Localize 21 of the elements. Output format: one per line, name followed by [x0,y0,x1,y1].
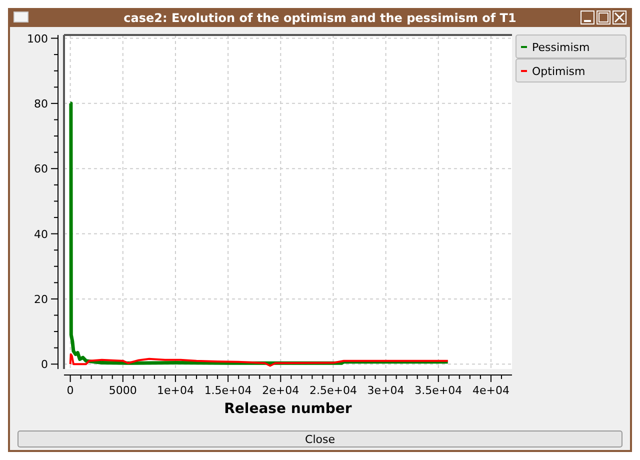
x-tick-label: 0 [66,384,74,397]
legend-label: Pessimism [532,41,590,54]
x-tick-label: 4e+04 [472,384,510,397]
text: Close [305,433,336,446]
chart-title: case2: Evolution of the optimism and the pessimism of T1 [124,11,516,25]
x-tick-label: 1.5e+04 [204,384,252,397]
x-tick-label: 2e+04 [262,384,300,397]
x-tick-label: 3.5e+04 [414,384,462,397]
line-series [69,353,449,367]
y-tick-label: 100 [27,32,48,46]
y-tick-label: 60 [34,162,48,176]
y-tick-label: 20 [34,292,48,306]
x-tick-label: 1e+04 [156,384,194,397]
x-tick-label: 3e+04 [367,384,404,397]
x-tick-label: 5000 [108,384,137,397]
x-axis-title: Release number [224,401,352,417]
y-tick-label: 40 [34,228,48,241]
y-tick-label: 0 [41,358,48,372]
x-tick-label: 2.5e+04 [309,384,357,397]
y-tick-label: 80 [34,97,48,110]
legend-label: Optimism [532,65,586,78]
